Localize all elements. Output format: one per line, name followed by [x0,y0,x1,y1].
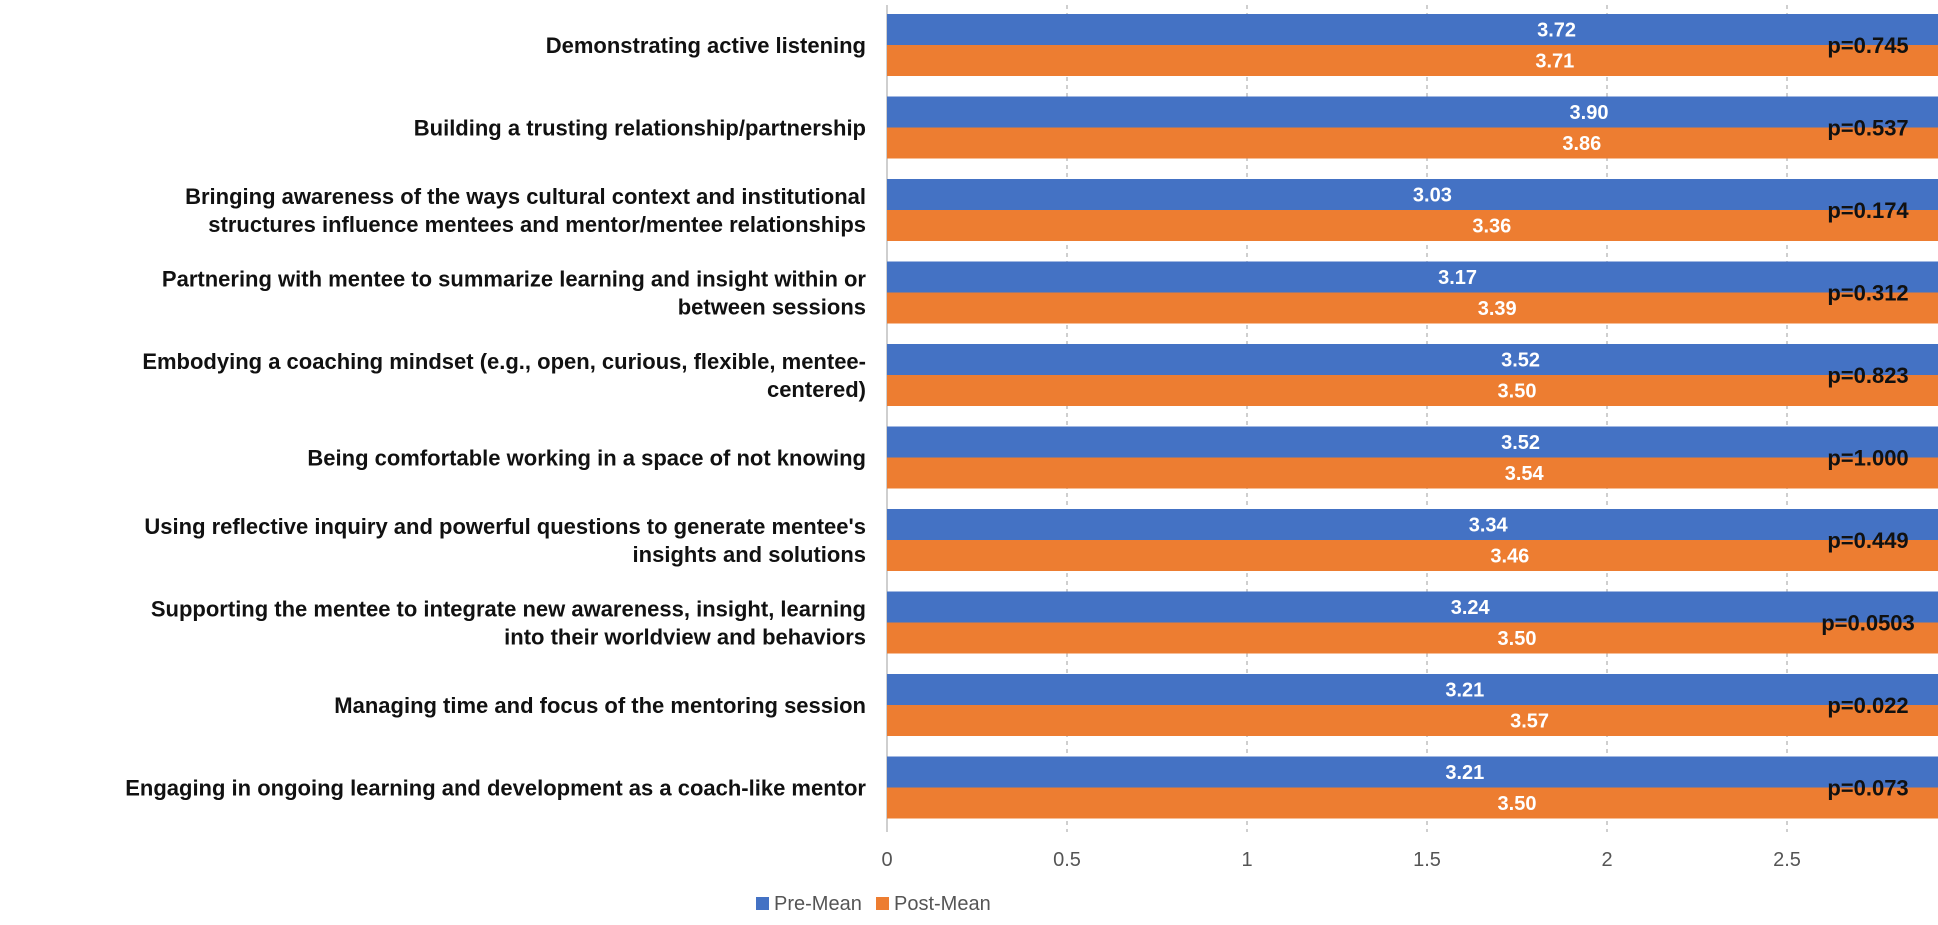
bar-value-label: 3.52 [1501,350,1540,372]
bar-value-label: 3.21 [1445,762,1484,784]
bar-value-label: 3.34 [1469,515,1509,537]
p-value-label: p=1.000 [1827,446,1908,471]
legend-swatch-pre-mean [756,897,769,910]
bar-value-label: 3.36 [1472,216,1511,238]
category-label: into their worldview and behaviors [504,625,866,650]
category-label: Building a trusting relationship/partner… [414,116,866,141]
p-value-label: p=0.022 [1827,693,1908,718]
bar-value-label: 3.54 [1505,463,1545,485]
bar-value-label: 3.39 [1478,298,1517,320]
bar-post-mean [887,45,1938,76]
category-label: Supporting the mentee to integrate new a… [151,597,866,622]
p-value-label: p=0.449 [1827,528,1908,553]
bar-value-label: 3.24 [1451,597,1491,619]
category-label: Embodying a coaching mindset (e.g., open… [142,349,866,374]
bar-value-label: 3.50 [1498,381,1537,403]
p-value-label: p=0.537 [1827,116,1908,141]
x-tick-label: 0 [881,849,892,871]
x-tick-label: 2 [1601,849,1612,871]
bar-value-label: 3.21 [1445,680,1484,702]
bar-value-label: 3.52 [1501,432,1540,454]
bar-pre-mean [887,426,1938,458]
p-value-label: p=0.0503 [1821,611,1915,636]
category-label: Demonstrating active listening [546,33,866,58]
bar-value-label: 3.86 [1562,133,1601,155]
bar-value-label: 3.50 [1498,628,1537,650]
bar-value-label: 3.17 [1438,267,1477,289]
bar-value-label: 3.57 [1510,711,1549,733]
legend-label-pre-mean: Pre-Mean [774,893,862,915]
category-label: Partnering with mentee to summarize lear… [162,267,867,292]
bar-post-mean [887,375,1938,406]
bar-post-mean [887,622,1938,654]
category-label: insights and solutions [633,542,866,567]
bar-value-label: 3.46 [1490,546,1529,568]
category-label: Being comfortable working in a space of … [307,446,866,471]
bar-post-mean [887,540,1938,571]
p-value-label: p=0.745 [1827,33,1908,58]
bar-post-mean [887,457,1938,489]
bar-post-mean [887,705,1938,736]
bar-value-label: 3.71 [1535,51,1574,73]
bar-value-label: 3.90 [1570,102,1609,124]
bar-value-label: 3.50 [1498,793,1537,815]
legend-label-post-mean: Post-Mean [894,893,991,915]
bar-pre-mean [887,756,1938,788]
bar-value-label: 3.03 [1413,185,1452,207]
bar-pre-mean [887,509,1938,540]
bar-pre-mean [887,261,1938,293]
bar-value-label: 3.72 [1537,20,1576,42]
bar-pre-mean [887,344,1938,375]
category-label: between sessions [678,295,866,320]
bar-pre-mean [887,96,1938,128]
x-tick-label: 1 [1241,849,1252,871]
category-label: Bringing awareness of the ways cultural … [185,184,866,209]
legend-swatch-post-mean [876,897,889,910]
x-tick-label: 2.5 [1773,849,1801,871]
category-label: Managing time and focus of the mentoring… [334,693,866,718]
bar-post-mean [887,787,1938,819]
bar-pre-mean [887,674,1938,705]
bar-pre-mean [887,591,1938,623]
category-label: centered) [767,377,866,402]
p-value-label: p=0.174 [1827,198,1909,223]
p-value-label: p=0.823 [1827,363,1908,388]
category-label: Engaging in ongoing learning and develop… [125,776,866,801]
category-label: Using reflective inquiry and powerful qu… [144,514,866,539]
bar-pre-mean [887,179,1938,210]
category-label: structures influence mentees and mentor/… [208,212,866,237]
bar-pre-mean [887,14,1938,45]
x-tick-label: 0.5 [1053,849,1081,871]
bar-post-mean [887,210,1938,241]
p-value-label: p=0.312 [1827,281,1908,306]
bar-post-mean [887,292,1938,324]
x-tick-label: 1.5 [1413,849,1441,871]
bar-post-mean [887,127,1938,159]
p-value-label: p=0.073 [1827,776,1908,801]
